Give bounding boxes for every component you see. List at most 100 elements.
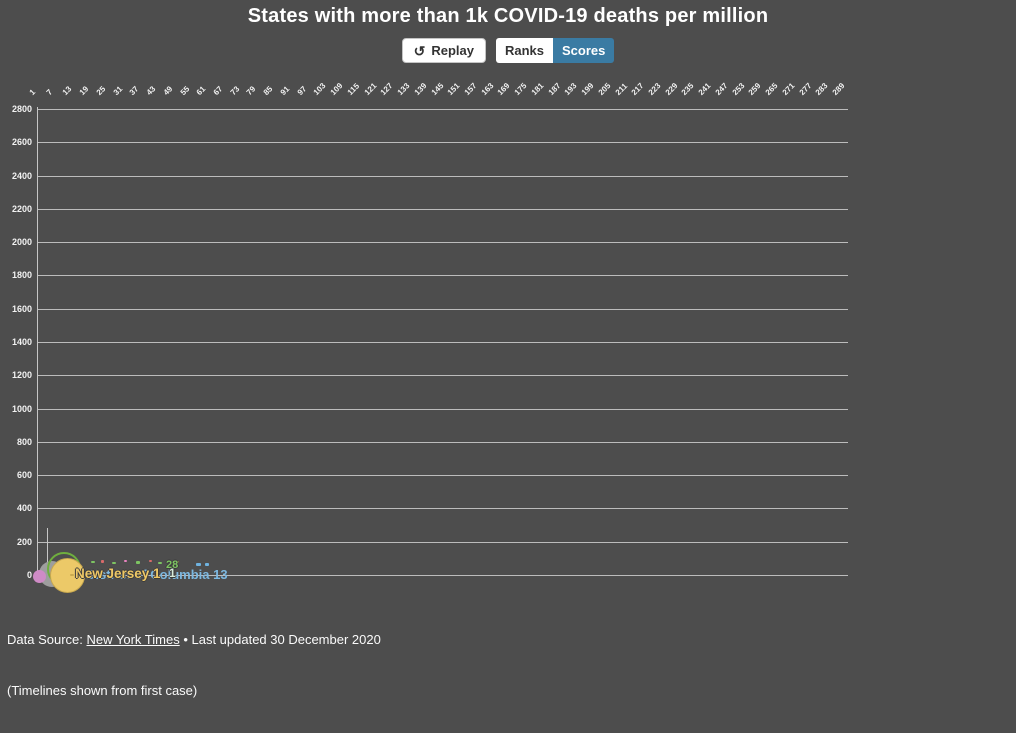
- x-axis-label: 253: [730, 81, 747, 97]
- race-label: 1: [169, 566, 176, 580]
- gridline: [37, 242, 848, 244]
- x-axis-label: 229: [663, 81, 680, 97]
- gridline: [37, 342, 848, 343]
- label-fragment: [70, 574, 74, 576]
- x-axis-label: 67: [211, 84, 225, 97]
- y-axis-line: [37, 107, 38, 575]
- x-axis-label: 193: [562, 81, 579, 97]
- y-axis-label: 400: [16, 503, 32, 514]
- gridline: [37, 142, 848, 144]
- x-axis-label: 247: [713, 81, 730, 97]
- x-axis-label: 289: [830, 81, 847, 97]
- y-axis-label: 2000: [11, 237, 32, 248]
- data-source-label: Data Source:: [7, 632, 87, 647]
- race-label: District of Columbia 13: [86, 567, 228, 582]
- replay-label: Replay: [431, 43, 474, 58]
- label-fragment: [158, 562, 162, 564]
- gridline: [37, 208, 848, 210]
- yellow-bubble: [49, 557, 85, 593]
- x-axis-label: 199: [579, 81, 596, 97]
- label-fragment: [101, 560, 104, 563]
- gridline: [37, 109, 848, 110]
- y-axis-label: 1200: [11, 370, 32, 381]
- app-window: States with more than 1k COVID-19 deaths…: [7, 5, 848, 698]
- label-fragment: [136, 561, 140, 564]
- chart-title: States with more than 1k COVID-19 deaths…: [247, 5, 769, 27]
- label-fragment: [196, 563, 201, 566]
- x-axis-label: 7: [44, 87, 54, 97]
- y-axis-label: 1000: [11, 403, 32, 414]
- x-axis-label: 91: [278, 84, 292, 97]
- x-axis-label: 115: [345, 81, 361, 97]
- x-axis-label: 175: [512, 81, 529, 97]
- label-fragment: [91, 561, 95, 563]
- x-axis-label: 235: [680, 81, 696, 97]
- cluster-connector-line: [47, 528, 48, 562]
- race-label: 28: [166, 559, 179, 571]
- gridline: [37, 575, 848, 576]
- x-axis-label: 55: [178, 84, 191, 97]
- y-axis-label: 2600: [11, 137, 32, 148]
- ranks-button[interactable]: Ranks: [495, 38, 554, 63]
- x-axis-label: 133: [395, 81, 412, 97]
- x-axis-label: 145: [429, 81, 445, 97]
- x-axis-label: 121: [362, 81, 379, 97]
- x-axis-label: 265: [763, 81, 780, 97]
- x-axis-label: 127: [378, 81, 395, 97]
- x-axis-label: 79: [245, 84, 258, 97]
- x-axis-label: 283: [813, 81, 830, 97]
- footer-updated-text: • Last updated 30 December 2020: [179, 632, 381, 647]
- footer-note: (Timelines shown from first case): [7, 683, 198, 698]
- x-axis-label: 103: [312, 81, 328, 97]
- race-label: New Jersey 1: [75, 566, 161, 581]
- replay-button[interactable]: ↺ Replay: [401, 38, 486, 63]
- x-axis-label: 205: [596, 81, 613, 97]
- x-axis-label: 271: [780, 81, 797, 97]
- x-axis-label: 187: [546, 81, 563, 97]
- y-axis-label: 2400: [11, 170, 32, 181]
- y-axis-label: 1600: [11, 303, 32, 314]
- x-axis-label: 49: [161, 84, 175, 97]
- x-axis-label: 19: [77, 84, 91, 97]
- gridline: [37, 275, 848, 277]
- x-axis-label: 13: [61, 84, 74, 97]
- y-axis-label: 0: [26, 570, 32, 580]
- scores-button[interactable]: Scores: [553, 38, 615, 63]
- x-axis-label: 25: [94, 84, 108, 97]
- label-fragment: [112, 562, 116, 564]
- x-axis-label: 85: [261, 84, 275, 97]
- gridline: [37, 475, 848, 477]
- footer-source-line: Data Source: New York Times • Last updat…: [7, 631, 381, 648]
- x-axis-label: 37: [128, 84, 141, 97]
- gridline: [37, 541, 848, 543]
- y-axis-label: 1400: [11, 337, 32, 347]
- x-axis-label: 181: [529, 81, 546, 97]
- gridline: [37, 441, 848, 443]
- y-axis-label: 200: [16, 536, 32, 547]
- x-axis-label: 97: [295, 84, 308, 97]
- x-axis-label: 223: [646, 81, 663, 97]
- x-axis-label: 259: [746, 81, 763, 97]
- x-axis-label: 151: [445, 81, 462, 97]
- data-source-link[interactable]: New York Times: [86, 632, 180, 647]
- label-fragment: [149, 560, 152, 562]
- label-fragment: [205, 563, 209, 566]
- x-axis-label: 43: [144, 84, 158, 97]
- x-axis-label: 157: [462, 81, 479, 97]
- y-axis-label: 2800: [11, 104, 32, 114]
- x-axis-label: 163: [479, 81, 496, 97]
- x-axis-label: 169: [496, 81, 512, 97]
- gridline: [37, 408, 848, 410]
- y-axis-label: 600: [16, 470, 32, 481]
- gridline: [37, 508, 848, 510]
- x-axis-label: 73: [228, 84, 242, 97]
- x-axis-label: 1: [27, 87, 38, 97]
- x-axis-label: 277: [797, 81, 813, 97]
- label-fragment: [176, 561, 179, 563]
- y-axis-label: 1800: [11, 270, 32, 281]
- x-axis-label: 31: [111, 84, 124, 97]
- replay-icon: ↺: [413, 42, 426, 59]
- y-axis-label: 2200: [11, 203, 32, 214]
- x-axis-label: 217: [629, 81, 646, 97]
- x-axis-label: 241: [696, 81, 713, 97]
